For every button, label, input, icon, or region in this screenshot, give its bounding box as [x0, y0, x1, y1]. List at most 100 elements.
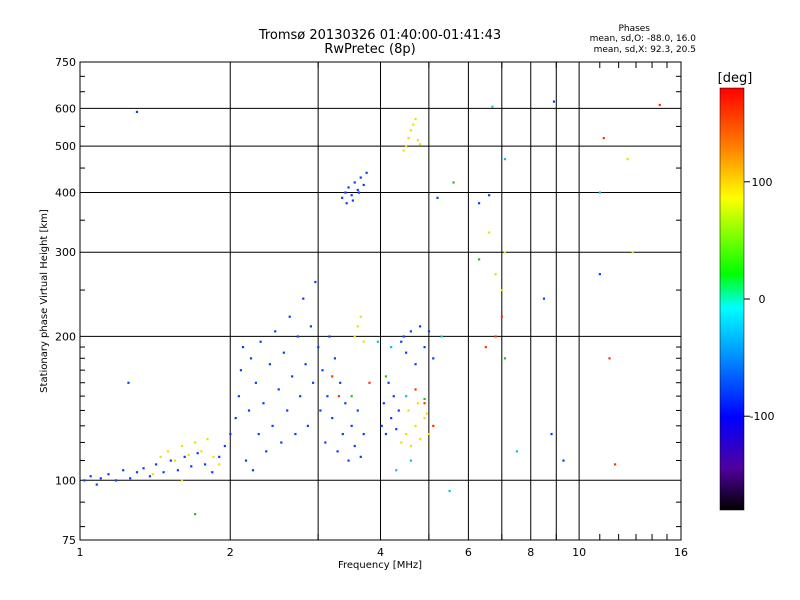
- data-point: [380, 424, 383, 428]
- data-point: [268, 363, 271, 366]
- data-point: [419, 437, 422, 441]
- data-point: [515, 450, 518, 453]
- data-point: [359, 315, 362, 318]
- data-point: [351, 199, 354, 202]
- data-point: [414, 424, 417, 428]
- data-point: [331, 375, 334, 378]
- data-point: [350, 395, 353, 398]
- data-point: [416, 139, 419, 142]
- data-point: [416, 402, 419, 405]
- data-point: [114, 479, 118, 482]
- data-point: [350, 194, 353, 197]
- y-tick-label: 400: [55, 186, 76, 199]
- data-point: [407, 409, 410, 412]
- data-point: [409, 129, 412, 132]
- data-point: [169, 459, 172, 462]
- data-point: [362, 340, 365, 343]
- data-point: [602, 137, 605, 140]
- data-point: [423, 397, 426, 401]
- data-point: [312, 381, 315, 384]
- data-point: [180, 444, 184, 448]
- data-point: [436, 196, 439, 199]
- data-point: [365, 171, 368, 174]
- data-point: [211, 471, 214, 474]
- data-point: [319, 409, 322, 412]
- data-point: [562, 459, 565, 462]
- data-point: [254, 381, 257, 384]
- data-point: [503, 251, 507, 254]
- data-point: [83, 479, 86, 482]
- data-point: [344, 191, 347, 194]
- data-point: [357, 191, 361, 194]
- data-point: [353, 181, 356, 184]
- data-point: [331, 416, 334, 420]
- x-tick-label: 16: [674, 546, 688, 559]
- x-tick-label: 10: [572, 546, 586, 559]
- data-point: [427, 330, 431, 333]
- data-point: [350, 424, 353, 428]
- data-point: [608, 357, 611, 360]
- data-point: [452, 181, 455, 184]
- data-point: [402, 149, 405, 152]
- data-point: [249, 357, 253, 360]
- data-point: [368, 381, 371, 384]
- data-point: [127, 381, 130, 384]
- data-point: [194, 441, 197, 444]
- data-point: [135, 471, 139, 474]
- data-point: [282, 351, 285, 354]
- data-point: [176, 469, 179, 472]
- data-point: [356, 409, 359, 412]
- data-point: [187, 453, 190, 457]
- data-point: [402, 335, 405, 338]
- phases-line-o: mean, sd,O: -88.0, 16.0: [590, 34, 697, 44]
- plot-frame: [79, 61, 682, 541]
- data-point: [500, 289, 504, 292]
- data-point: [262, 402, 265, 405]
- data-point: [347, 186, 350, 189]
- data-point: [288, 315, 291, 318]
- data-point: [107, 473, 110, 476]
- data-point: [314, 280, 317, 284]
- data-point: [362, 432, 365, 436]
- data-point: [407, 137, 410, 140]
- data-point: [345, 202, 348, 205]
- data-point: [99, 477, 102, 480]
- data-point: [425, 412, 428, 415]
- data-point: [183, 455, 186, 458]
- data-point: [353, 444, 356, 448]
- data-point: [494, 273, 497, 276]
- data-point: [397, 409, 400, 412]
- data-point: [271, 424, 274, 428]
- data-point: [405, 351, 408, 354]
- data-point: [196, 452, 199, 455]
- data-point: [294, 432, 297, 436]
- data-point: [159, 455, 162, 458]
- data-point: [234, 416, 237, 420]
- data-point: [257, 432, 260, 436]
- data-point: [200, 450, 203, 453]
- data-point: [409, 459, 412, 462]
- data-point: [362, 183, 365, 187]
- data-point: [359, 455, 362, 458]
- data-point: [324, 441, 327, 444]
- data-point: [212, 455, 215, 458]
- colorbar-tick-label: 100: [752, 176, 773, 189]
- data-point: [286, 409, 289, 412]
- data-point: [333, 357, 337, 360]
- data-point: [405, 395, 408, 398]
- y-tick-label: 75: [62, 534, 76, 547]
- data-point: [353, 335, 356, 338]
- data-point: [500, 315, 504, 318]
- colorbar-tick-label: 0: [759, 293, 766, 306]
- colorbar-tick-label: -100: [750, 410, 775, 423]
- grid-layer: [80, 62, 681, 540]
- data-point: [166, 450, 170, 453]
- data-point: [477, 202, 481, 205]
- phases-line-x: mean, sd,X: 92.3, 20.5: [594, 45, 696, 55]
- data-point: [488, 194, 491, 197]
- data-point: [239, 369, 243, 372]
- data-point: [190, 465, 193, 468]
- data-point: [247, 409, 251, 412]
- data-point: [218, 463, 221, 466]
